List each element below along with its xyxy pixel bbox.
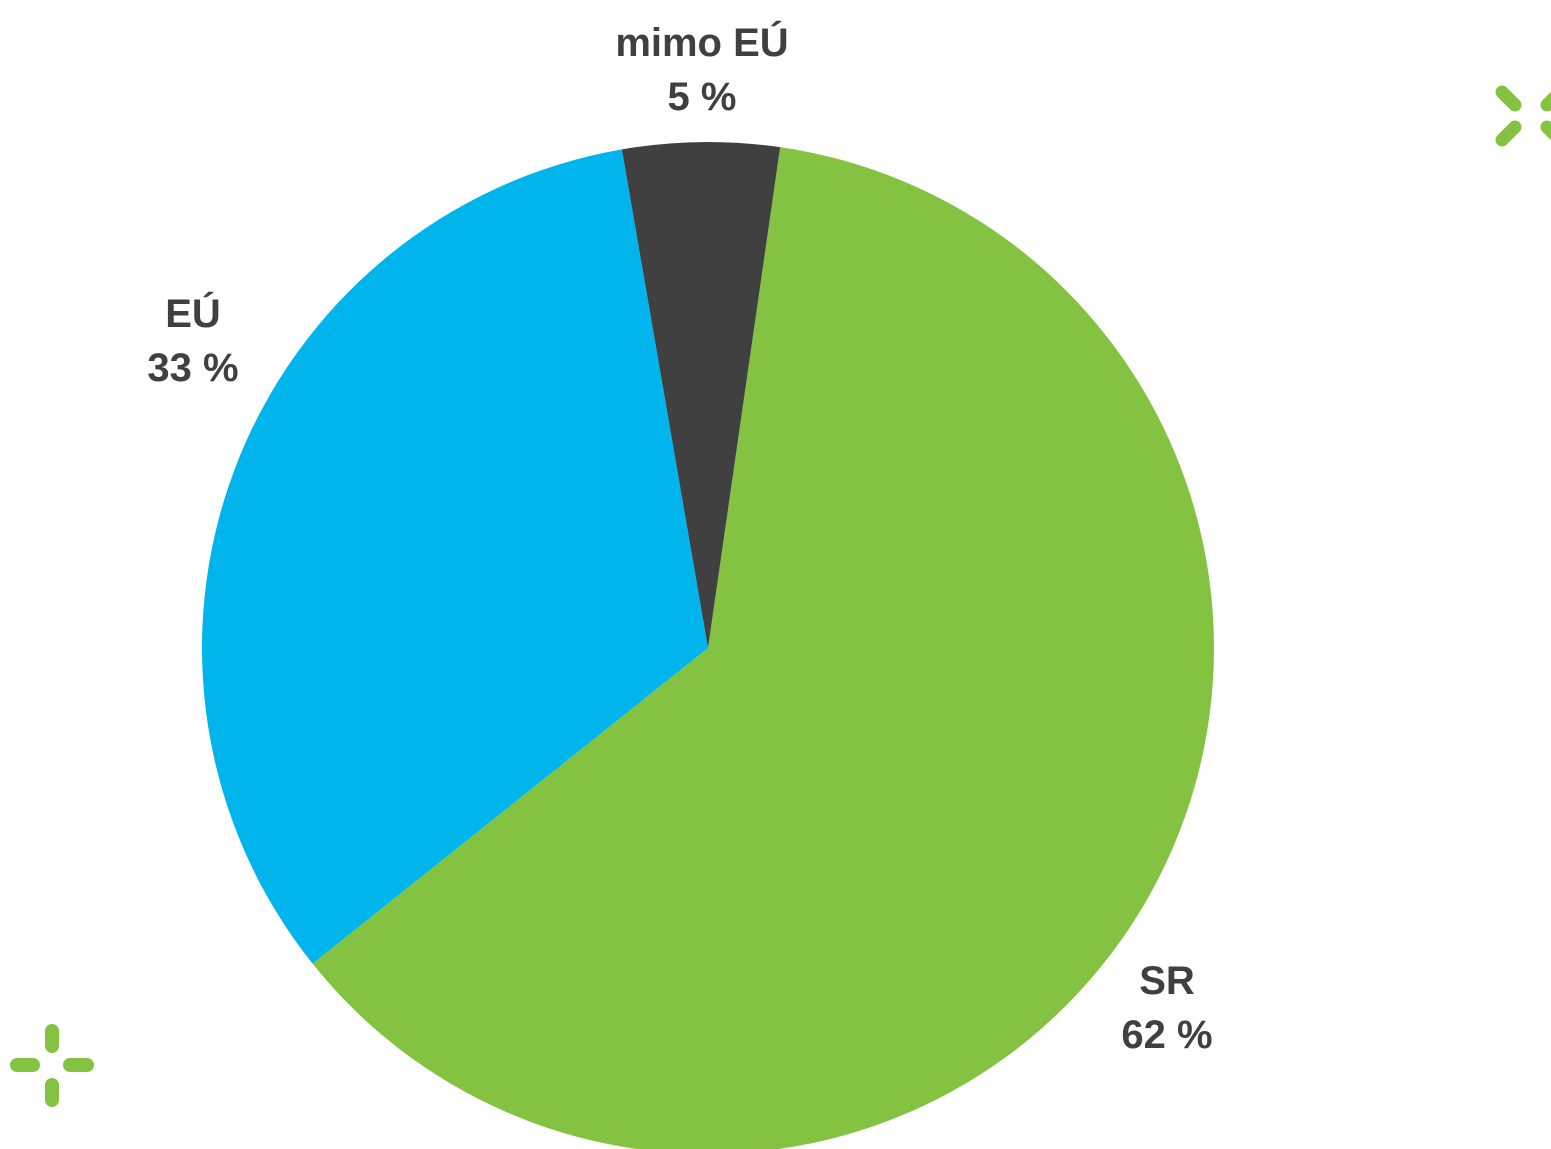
slice-label-sr-name: SR xyxy=(1139,959,1195,1003)
crosshair-icon xyxy=(10,1024,94,1107)
slice-label-eu-name: EÚ xyxy=(165,290,221,336)
slice-label-mimo-eu-value: 5 % xyxy=(668,75,737,119)
pie-slice-mimo-eu xyxy=(621,141,781,648)
x-mark-icon xyxy=(1495,85,1551,147)
pie-slice-sr xyxy=(312,147,1214,1149)
slice-label-mimo-eu: mimo EÚ 5 % xyxy=(615,19,788,119)
slice-label-sr: SR 62 % xyxy=(1121,959,1212,1057)
slice-label-mimo-eu-name: mimo EÚ xyxy=(615,19,788,65)
slice-label-eu: EÚ 33 % xyxy=(147,290,238,390)
pie-slices xyxy=(201,141,1214,1149)
slice-label-eu-value: 33 % xyxy=(147,346,238,390)
slice-label-sr-value: 62 % xyxy=(1121,1013,1212,1057)
pie-slice-eu xyxy=(201,149,708,964)
